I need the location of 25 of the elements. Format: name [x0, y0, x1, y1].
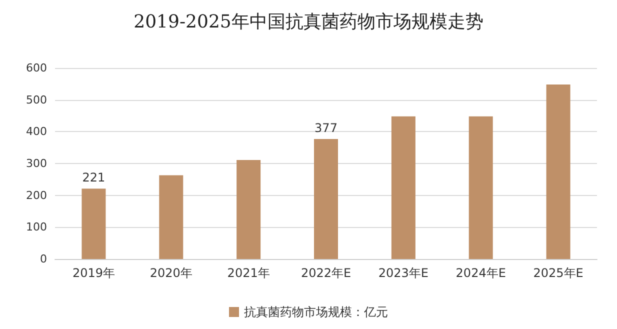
x-tick-label: 2025年E: [533, 266, 584, 280]
y-tick-label: 100: [26, 220, 47, 234]
y-tick-label: 600: [26, 62, 47, 74]
y-tick-label: 0: [40, 252, 47, 266]
bar: [391, 116, 416, 259]
y-tick-label: 500: [26, 93, 47, 106]
data-label: 221: [82, 170, 106, 185]
bar: [314, 138, 338, 259]
bar: [236, 160, 261, 259]
x-tick-label: 2020年: [150, 266, 192, 280]
bar: [546, 84, 570, 259]
bar: [468, 116, 493, 259]
bar: [82, 188, 106, 259]
data-label: 377: [314, 120, 338, 135]
x-tick-label: 2024年E: [456, 266, 506, 280]
x-tick-label: 2023年E: [378, 266, 428, 280]
y-tick-label: 400: [26, 125, 47, 138]
y-tick-label: 200: [26, 188, 47, 202]
bar: [159, 175, 184, 259]
legend-label: 抗真菌药物市场规模：亿元: [244, 305, 388, 319]
chart-title: 2019-2025年中国抗真菌药物市场规模走势: [134, 12, 484, 32]
x-tick-label: 2019年: [72, 266, 115, 280]
y-tick-label: 300: [26, 157, 47, 170]
x-tick-label: 2021年: [227, 266, 270, 280]
x-tick-label: 2022年E: [300, 266, 352, 280]
